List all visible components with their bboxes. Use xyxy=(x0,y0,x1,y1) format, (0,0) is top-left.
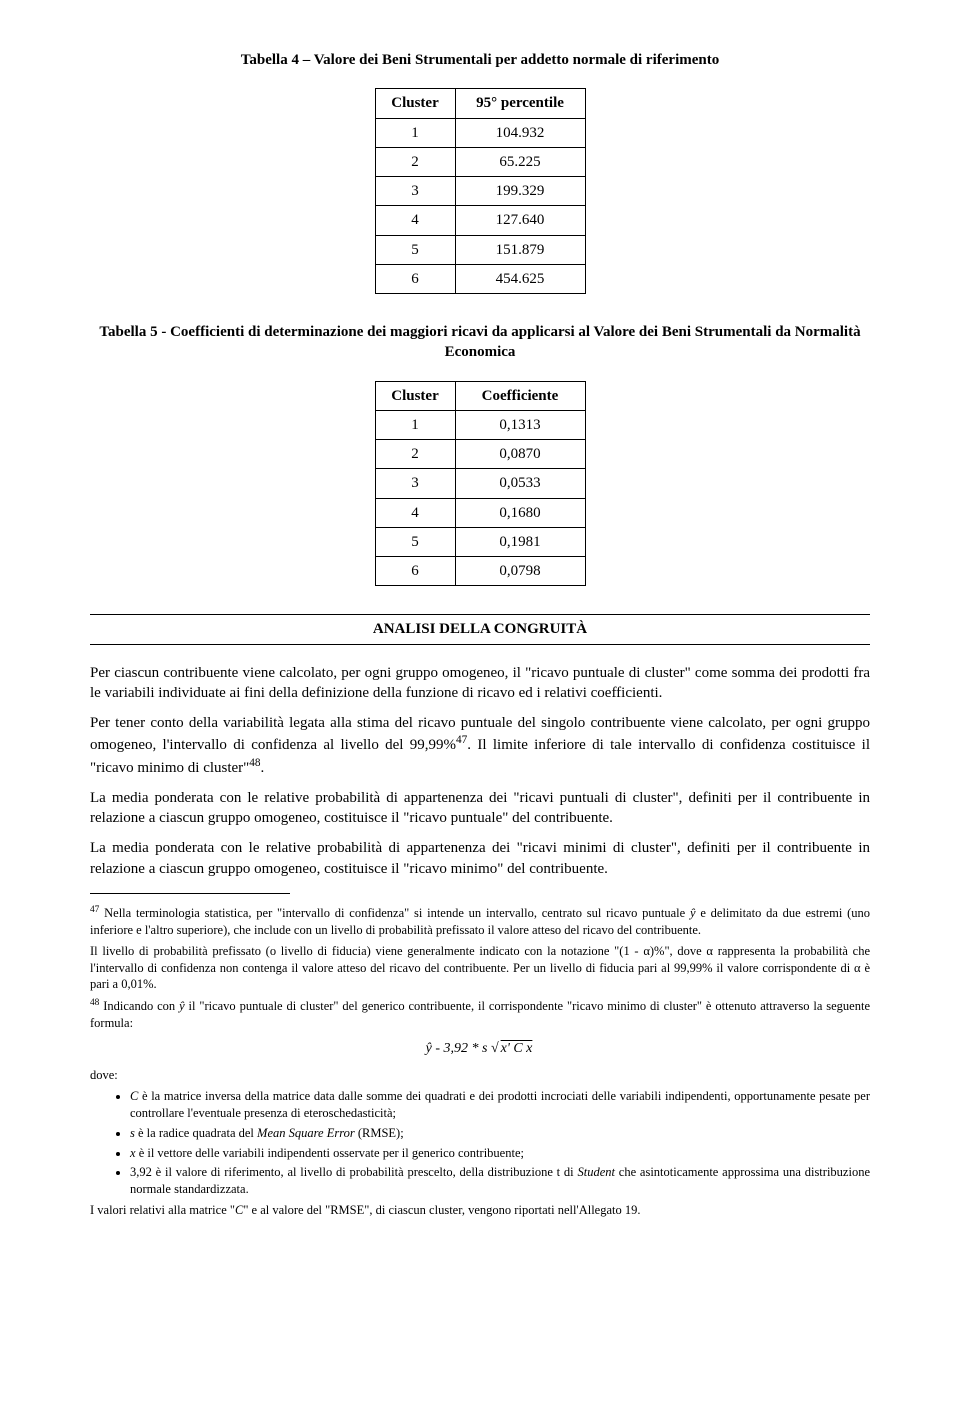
table-row: 30,0533 xyxy=(375,469,585,498)
table-row: 20,0870 xyxy=(375,440,585,469)
table-row: 5151.879 xyxy=(375,235,585,264)
table-row: 1104.932 xyxy=(375,118,585,147)
paragraph-1: Per ciascun contribuente viene calcolato… xyxy=(90,663,870,704)
table4-col-percentile: 95° percentile xyxy=(455,89,585,118)
table-row: 50,1981 xyxy=(375,527,585,556)
footnote-48: 48 Indicando con ŷ il "ricavo puntuale d… xyxy=(90,997,870,1032)
table4: Cluster 95° percentile 1104.932 265.225 … xyxy=(375,88,586,294)
table-row: 40,1680 xyxy=(375,498,585,527)
table-row: 60,0798 xyxy=(375,557,585,586)
table-row: 3199.329 xyxy=(375,177,585,206)
table5-title: Tabella 5 - Coefficienti di determinazio… xyxy=(90,322,870,363)
section-heading: ANALISI DELLA CONGRUITÀ xyxy=(90,614,870,644)
list-item: 3,92 è il valore di riferimento, al live… xyxy=(130,1164,870,1198)
paragraph-4: La media ponderata con le relative proba… xyxy=(90,838,870,879)
footnote-47b: Il livello di probabilità prefissato (o … xyxy=(90,943,870,994)
table-row: 6454.625 xyxy=(375,264,585,293)
table-row: 10,1313 xyxy=(375,410,585,439)
paragraph-2: Per tener conto della variabilità legata… xyxy=(90,713,870,778)
table-row: 4127.640 xyxy=(375,206,585,235)
table-row: 265.225 xyxy=(375,147,585,176)
table4-col-cluster: Cluster xyxy=(375,89,455,118)
table5-col-coefficiente: Coefficiente xyxy=(455,381,585,410)
footnote-separator xyxy=(90,893,290,894)
table5-col-cluster: Cluster xyxy=(375,381,455,410)
footnote-ref-48: 48 xyxy=(249,757,260,769)
table4-title: Tabella 4 – Valore dei Beni Strumentali … xyxy=(90,50,870,70)
formula: ŷ - 3,92 * s √x' C x xyxy=(90,1040,870,1059)
paragraph-3: La media ponderata con le relative proba… xyxy=(90,788,870,829)
list-item: s è la radice quadrata del Mean Square E… xyxy=(130,1125,870,1142)
footnote-bullet-list: C è la matrice inversa della matrice dat… xyxy=(90,1088,870,1198)
table5: Cluster Coefficiente 10,1313 20,0870 30,… xyxy=(375,381,586,587)
list-item: x è il vettore delle variabili indipende… xyxy=(130,1145,870,1162)
footnote-48-closing: I valori relativi alla matrice "C" e al … xyxy=(90,1202,870,1219)
footnote-47: 47 Nella terminologia statistica, per "i… xyxy=(90,904,870,939)
footnote-ref-47: 47 xyxy=(456,734,467,746)
list-item: C è la matrice inversa della matrice dat… xyxy=(130,1088,870,1122)
dove-label: dove: xyxy=(90,1067,870,1084)
